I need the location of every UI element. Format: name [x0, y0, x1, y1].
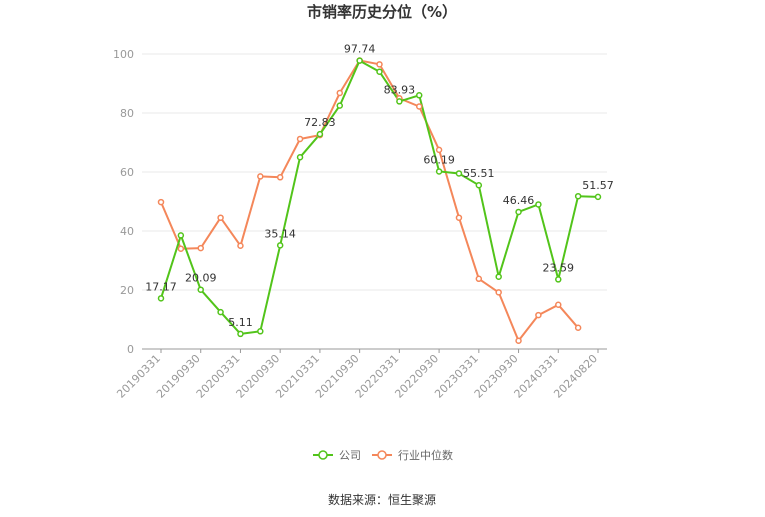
series-points: [157, 57, 602, 344]
data-point: [594, 193, 602, 201]
data-point: [574, 192, 582, 200]
legend[interactable]: 公司 行业中位数: [313, 448, 453, 462]
data-point: [257, 173, 264, 180]
data-label: 72.83: [304, 116, 336, 129]
data-label: 23.59: [543, 261, 575, 274]
legend-marker: [377, 450, 387, 460]
data-point: [276, 242, 284, 249]
chart-title: 市销率历史分位（%）: [307, 3, 457, 21]
data-point: [177, 245, 185, 252]
x-axis: 2019033120190930202003312020093020210331…: [114, 348, 607, 401]
data-point: [495, 273, 502, 280]
data-label: 83.93: [384, 83, 416, 96]
y-tick-label: 100: [113, 48, 134, 61]
data-label: 51.57: [582, 179, 614, 192]
data-label: 35.14: [264, 227, 296, 240]
data-point: [157, 295, 165, 302]
data-point: [336, 89, 344, 97]
data-point: [376, 68, 383, 75]
data-point: [197, 244, 204, 252]
data-labels: 17.17 20.09 5.11 35.14 72.83 97.74 83.93 60.19 5…: [145, 43, 614, 329]
data-label: 60.19: [423, 153, 455, 166]
data-point: [515, 208, 522, 216]
data-point: [336, 102, 344, 109]
data-label: 20.09: [185, 272, 217, 285]
data-point: [257, 328, 264, 335]
series-line-industry-median: [160, 59, 579, 342]
legend-item-industry-median[interactable]: 行业中位数: [372, 448, 453, 462]
data-label: 46.46: [503, 194, 535, 207]
y-tick-label: 20: [120, 284, 134, 297]
data-point: [157, 198, 165, 206]
data-label: 5.11: [228, 316, 253, 329]
data-point: [296, 154, 304, 161]
data-point: [197, 286, 204, 293]
data-label: 97.74: [344, 43, 376, 56]
data-point: [455, 170, 463, 177]
y-axis: 0 20 40 60 80 100: [113, 48, 134, 356]
y-tick-label: 40: [120, 225, 134, 238]
source-note: 数据来源：恒生聚源: [328, 492, 436, 507]
y-tick-label: 60: [120, 166, 134, 179]
data-label: 17.17: [145, 280, 177, 293]
legend-marker: [318, 450, 328, 460]
data-point: [475, 275, 483, 283]
data-point: [376, 61, 383, 68]
data-point: [177, 232, 185, 239]
data-point: [415, 103, 423, 110]
data-point: [495, 289, 502, 296]
data-point: [296, 135, 304, 143]
data-point: [435, 168, 443, 175]
data-label: 55.51: [463, 167, 495, 180]
data-point: [475, 181, 483, 189]
data-point: [316, 130, 324, 138]
data-point: [415, 92, 423, 99]
legend-item-company[interactable]: 公司: [313, 449, 361, 462]
legend-label: 行业中位数: [398, 448, 453, 462]
data-point: [535, 201, 542, 208]
data-point: [276, 174, 284, 181]
data-point: [555, 301, 562, 308]
data-point: [535, 311, 542, 319]
x-tick-label: 20240820: [551, 352, 600, 401]
data-point: [435, 146, 443, 154]
data-point: [217, 214, 224, 221]
legend-label: 公司: [339, 449, 361, 462]
data-point: [515, 337, 522, 344]
data-point: [455, 214, 463, 221]
y-tick-label: 80: [120, 107, 134, 120]
data-point: [574, 324, 582, 332]
data-point: [237, 330, 244, 338]
data-point: [356, 57, 363, 64]
y-tick-label: 0: [127, 343, 134, 356]
data-point: [217, 308, 224, 316]
data-point: [555, 276, 562, 283]
data-point: [396, 98, 403, 105]
data-point: [237, 242, 244, 249]
